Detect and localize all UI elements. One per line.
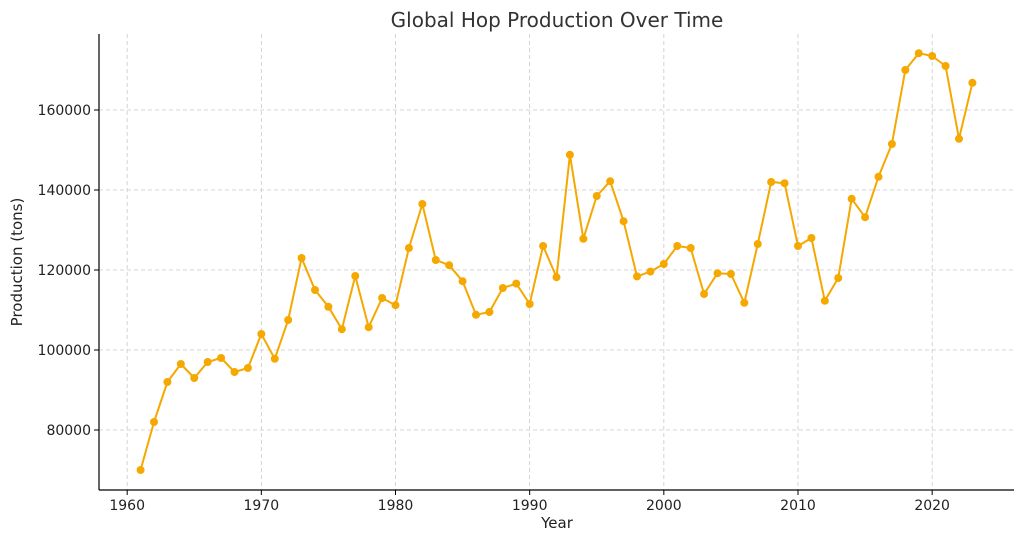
axes-spines — [98, 34, 1014, 491]
data-point — [861, 213, 870, 222]
data-point — [673, 242, 682, 250]
chart-title: Global Hop Production Over Time — [391, 8, 724, 32]
data-point — [311, 286, 320, 294]
data-point — [512, 279, 521, 288]
data-point — [834, 274, 843, 282]
data-point — [378, 294, 387, 302]
data-point — [324, 302, 333, 311]
grid-lines — [99, 34, 1014, 490]
data-point — [525, 300, 534, 308]
data-point — [418, 200, 427, 208]
x-tick-label: 1990 — [512, 498, 548, 514]
data-point — [270, 354, 279, 363]
data-point — [217, 354, 226, 362]
data-point — [793, 242, 802, 250]
data-point — [914, 49, 923, 58]
data-point — [364, 323, 373, 332]
data-point — [431, 256, 440, 264]
x-tick-label: 1970 — [244, 498, 280, 514]
data-point — [807, 234, 816, 242]
data-point — [203, 358, 212, 366]
data-point — [230, 368, 239, 376]
data-point — [579, 234, 588, 243]
series-hop-production — [136, 49, 977, 474]
data-point — [257, 330, 266, 338]
data-point — [565, 150, 574, 159]
data-point — [686, 244, 695, 252]
x-tick-label: 1980 — [378, 498, 414, 514]
data-point — [740, 298, 749, 307]
data-point — [150, 418, 159, 426]
data-point — [472, 310, 481, 319]
data-point — [163, 378, 172, 386]
data-point — [606, 177, 615, 186]
data-point — [780, 179, 789, 188]
data-point — [767, 178, 776, 186]
data-point — [391, 301, 400, 310]
axis-ticks: 1960 1970 1980 1990 2000 2010 2020 80000 100000 1… — [38, 103, 950, 514]
data-point — [941, 62, 950, 70]
y-tick-label: 140000 — [38, 183, 91, 199]
y-axis-label: Production (tons) — [8, 198, 26, 327]
data-point — [136, 466, 145, 474]
data-point — [485, 308, 494, 316]
y-tick-label: 80000 — [46, 423, 91, 439]
data-point — [592, 192, 601, 200]
data-point — [700, 290, 709, 298]
data-point — [404, 244, 413, 252]
y-tick-label: 120000 — [38, 263, 91, 279]
x-axis-label: Year — [540, 514, 574, 532]
data-point — [284, 316, 293, 324]
data-point — [954, 134, 963, 143]
data-point — [351, 272, 360, 280]
x-tick-label: 2020 — [914, 498, 950, 514]
data-point — [713, 269, 722, 278]
x-tick-label: 2010 — [780, 498, 816, 514]
data-point — [190, 374, 199, 382]
series-line — [139, 52, 974, 471]
data-point — [646, 267, 655, 276]
data-point — [928, 52, 937, 60]
data-point — [820, 296, 829, 305]
data-point — [726, 270, 735, 278]
data-point — [176, 360, 185, 368]
data-point — [498, 284, 507, 292]
data-point — [874, 172, 883, 181]
data-point — [753, 240, 762, 248]
data-point — [901, 66, 910, 74]
data-point — [243, 364, 252, 372]
data-point — [659, 260, 668, 268]
data-point — [337, 325, 346, 334]
x-tick-label: 1960 — [109, 498, 145, 514]
data-point — [847, 194, 856, 203]
data-point — [539, 242, 548, 250]
y-tick-label: 100000 — [38, 343, 91, 359]
data-point — [619, 217, 628, 226]
data-point — [552, 273, 561, 282]
data-point — [632, 272, 641, 281]
data-point — [968, 78, 977, 87]
data-point — [445, 261, 454, 270]
y-tick-label: 160000 — [38, 103, 91, 119]
data-point — [887, 140, 896, 148]
data-point — [297, 254, 306, 262]
x-tick-label: 2000 — [646, 498, 682, 514]
data-point — [458, 277, 467, 286]
